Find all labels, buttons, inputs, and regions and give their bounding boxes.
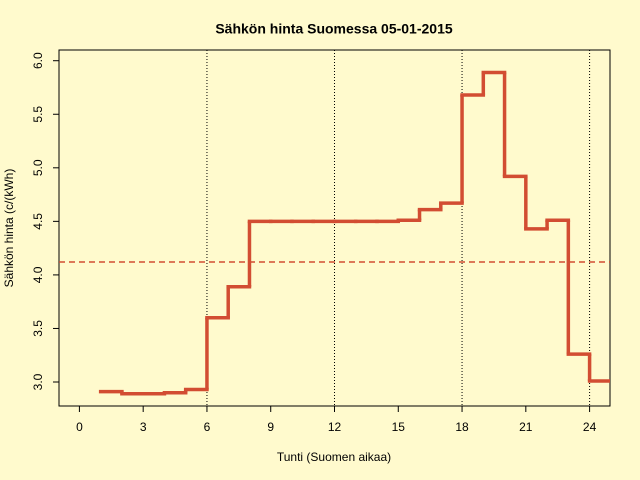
x-tick-label: 21: [519, 420, 533, 434]
y-tick-label: 5.0: [31, 159, 45, 176]
chart-title: Sähkön hinta Suomessa 05-01-2015: [215, 21, 453, 37]
y-tick-label: 4.5: [31, 213, 45, 230]
x-tick-label: 0: [76, 420, 83, 434]
y-tick-label: 5.5: [31, 106, 45, 123]
x-tick-label: 18: [455, 420, 469, 434]
x-tick-label: 24: [583, 420, 597, 434]
x-tick-label: 12: [328, 420, 342, 434]
y-tick-label: 4.0: [31, 266, 45, 283]
x-tick-label: 6: [204, 420, 211, 434]
plot-area: [59, 50, 610, 406]
x-tick-label: 3: [140, 420, 147, 434]
x-tick-label: 9: [267, 420, 274, 434]
y-axis-label: Sähkön hinta (c/(kWh): [2, 169, 16, 288]
y-tick-label: 3.5: [31, 320, 45, 337]
x-tick-label: 15: [392, 420, 406, 434]
x-axis-label: Tunti (Suomen aikaa): [277, 450, 391, 464]
y-tick-label: 6.0: [31, 52, 45, 69]
y-tick-label: 3.0: [31, 373, 45, 390]
